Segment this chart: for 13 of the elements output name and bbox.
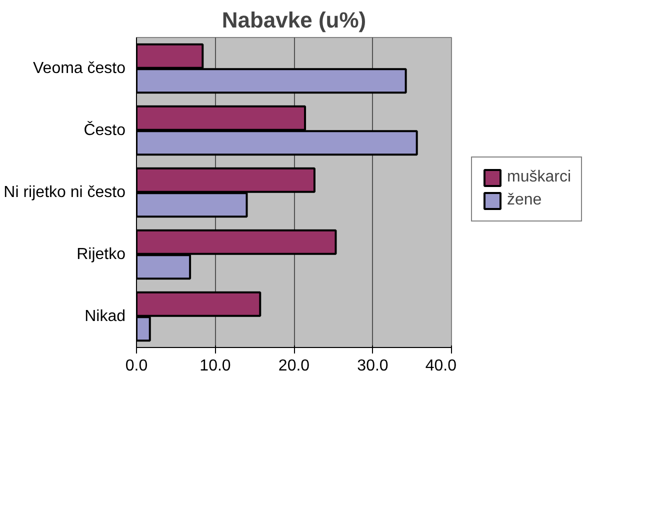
- y-tick-label: Ni rijetko ni često: [4, 184, 126, 201]
- chart-title: Nabavke (u%): [222, 8, 366, 32]
- x-tick-label: 0.0: [125, 358, 148, 374]
- y-tick-label: Veoma često: [33, 60, 126, 77]
- legend-label: muškarci: [507, 168, 572, 186]
- y-tick-label: Često: [84, 121, 126, 139]
- y-tick-label: Nikad: [84, 308, 126, 325]
- legend-label: žene: [507, 191, 542, 209]
- x-tick-label: 20.0: [278, 358, 310, 374]
- x-tick-label: 10.0: [200, 358, 231, 374]
- x-tick-label: 40.0: [425, 358, 457, 374]
- y-tick-label: Rijetko: [76, 246, 126, 263]
- x-tick-label: 30.0: [357, 358, 388, 374]
